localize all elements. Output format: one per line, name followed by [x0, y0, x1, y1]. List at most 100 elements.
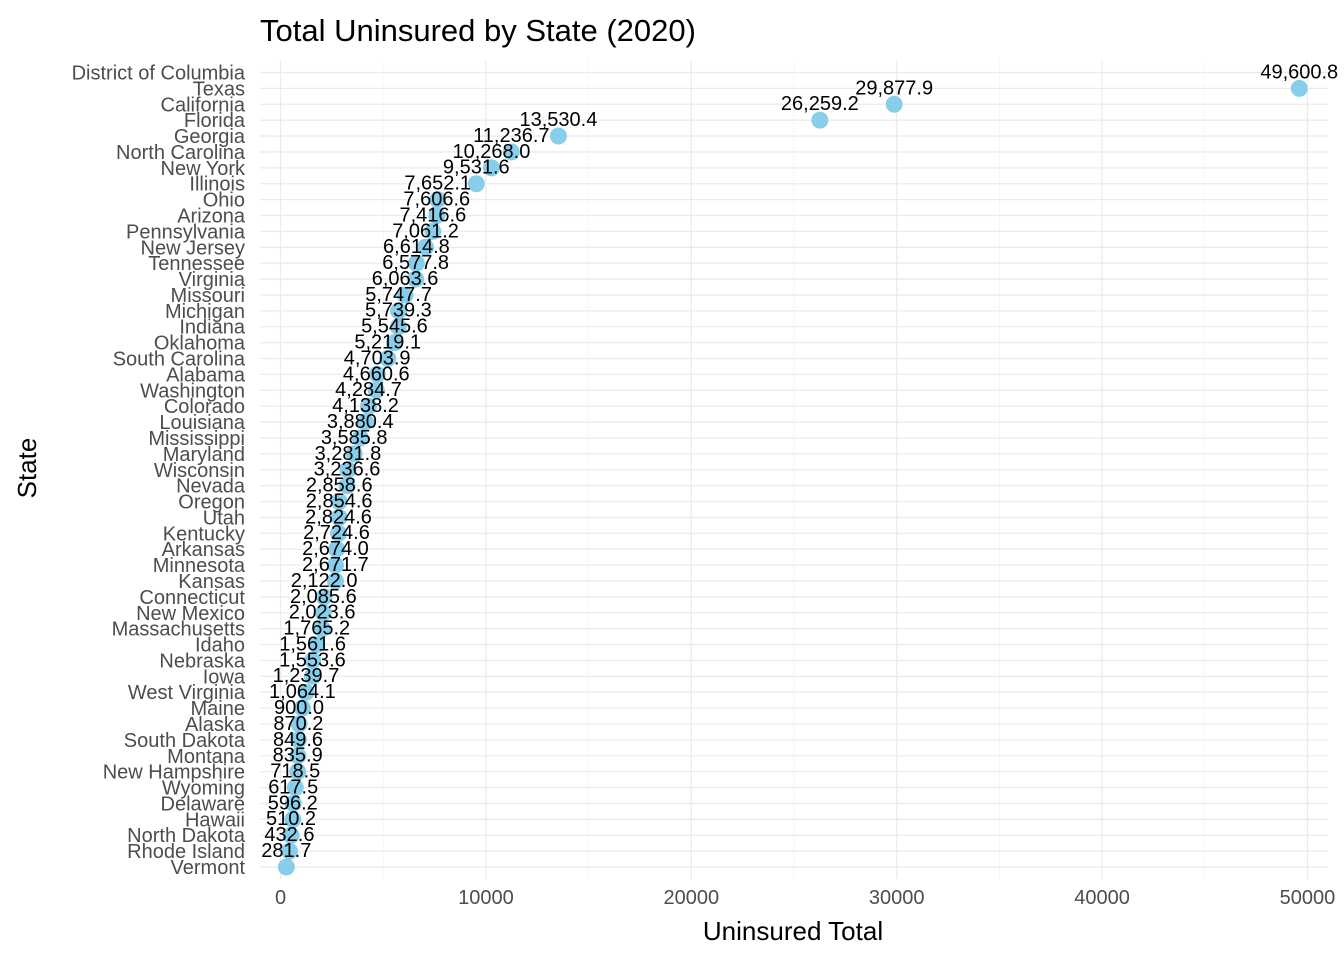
y-tick-label-wisconsin: Wisconsin: [154, 460, 245, 482]
point-michigan: [390, 302, 408, 320]
point-virginia: [407, 270, 425, 288]
y-tick-label-maine: Maine: [191, 698, 245, 720]
point-south-dakota: [289, 731, 307, 749]
point-hawaii: [284, 810, 302, 828]
y-tick-label-delaware: Delaware: [161, 793, 245, 815]
point-alabama: [368, 365, 386, 383]
point-arkansas: [327, 540, 345, 558]
point-tennessee: [407, 254, 425, 272]
y-tick-label-missouri: Missouri: [171, 285, 245, 307]
label-new-york: 10,268.0: [452, 141, 530, 163]
y-tick-label-vermont: Vermont: [171, 857, 246, 879]
label-vermont: 281.7: [261, 840, 311, 862]
y-tick-label-arizona: Arizona: [177, 206, 246, 228]
label-massachusetts: 2,023.6: [289, 602, 356, 624]
point-texas: [1290, 79, 1308, 97]
point-illinois: [467, 175, 485, 193]
y-tick-label-district-of-columbia: District of Columbia: [72, 63, 246, 85]
x-tick-labels: 0 10000 20000 30000 40000 50000: [275, 887, 1335, 909]
label-north-carolina: 11,236.7: [473, 125, 549, 147]
label-ohio: 7,652.1: [404, 173, 471, 195]
point-vermont: [277, 858, 295, 876]
y-tick-label-idaho: Idaho: [195, 635, 245, 657]
y-tick-labels: District of ColumbiaTexasCaliforniaFlori…: [72, 63, 246, 880]
y-tick-label-tennessee: Tennessee: [148, 253, 245, 275]
point-georgia: [549, 127, 567, 145]
point-louisiana: [357, 413, 375, 431]
y-tick-label-south-dakota: South Dakota: [124, 730, 246, 752]
point-colorado: [360, 397, 378, 415]
y-tick-label-arkansas: Arkansas: [162, 539, 245, 561]
point-rhode-island: [280, 842, 298, 860]
label-minnesota: 2,674.0: [302, 538, 369, 560]
y-tick-label-massachusetts: Massachusetts: [112, 619, 245, 641]
label-maine: 1,064.1: [269, 681, 336, 703]
x-axis-title: Uninsured Total: [703, 916, 883, 946]
y-tick-label-new-jersey: New Jersey: [141, 237, 245, 259]
point-massachusetts: [313, 620, 331, 638]
y-tick-label-kansas: Kansas: [178, 571, 245, 593]
point-north-dakota: [282, 826, 300, 844]
label-alabama: 4,703.9: [344, 347, 411, 369]
y-tick-label-florida: Florida: [184, 110, 246, 132]
label-colorado: 4,284.7: [335, 379, 402, 401]
y-tick-label-maryland: Maryland: [163, 444, 245, 466]
label-oregon: 2,858.6: [306, 475, 373, 497]
x-tick-label-40000: 40000: [1074, 887, 1130, 909]
x-tick-label-10000: 10000: [458, 887, 514, 909]
chart-title: Total Uninsured by State (2020): [260, 13, 696, 48]
label-indiana: 5,739.3: [365, 300, 432, 322]
y-tick-label-minnesota: Minnesota: [153, 555, 246, 577]
y-tick-label-alaska: Alaska: [185, 714, 246, 736]
y-tick-label-colorado: Colorado: [164, 396, 245, 418]
label-wyoming: 718.5: [270, 761, 320, 783]
point-california: [885, 95, 903, 113]
y-tick-label-west-virginia: West Virginia: [128, 682, 246, 704]
label-wisconsin: 3,281.8: [315, 443, 382, 465]
label-california: 29,877.9: [855, 77, 933, 99]
point-kansas: [326, 572, 344, 590]
y-tick-label-utah: Utah: [203, 507, 245, 529]
point-missouri: [396, 286, 414, 304]
point-maine: [293, 699, 311, 717]
y-tick-label-nevada: Nevada: [176, 476, 246, 498]
point-kentucky: [330, 524, 348, 542]
point-north-carolina: [502, 143, 520, 161]
label-washington: 4,660.6: [343, 363, 410, 385]
point-nebraska: [304, 651, 322, 669]
point-pennsylvania: [424, 222, 442, 240]
y-tick-label-connecticut: Connecticut: [139, 587, 245, 609]
y-tick-label-oregon: Oregon: [178, 492, 245, 514]
label-louisiana: 4,138.2: [332, 395, 399, 417]
label-kansas: 2,671.7: [302, 554, 369, 576]
x-tick-label-0: 0: [275, 887, 286, 909]
y-tick-label-north-carolina: North Carolina: [116, 142, 246, 164]
label-west-virginia: 1,239.7: [273, 665, 340, 687]
label-arizona: 7,606.6: [403, 189, 470, 211]
label-texas: 49,600.8: [1260, 61, 1338, 83]
y-tick-label-louisiana: Louisiana: [159, 412, 246, 434]
data-points: [277, 79, 1308, 876]
x-tick-label-20000: 20000: [663, 887, 719, 909]
y-tick-label-virginia: Virginia: [179, 269, 246, 291]
x-tick-label-30000: 30000: [869, 887, 925, 909]
label-idaho: 1,765.2: [283, 618, 350, 640]
y-tick-label-pennsylvania: Pennsylvania: [126, 221, 246, 243]
label-south-carolina: 5,219.1: [354, 332, 421, 354]
point-montana: [289, 747, 307, 765]
point-maryland: [345, 445, 363, 463]
y-tick-label-oklahoma: Oklahoma: [154, 333, 246, 355]
y-tick-label-rhode-island: Rhode Island: [127, 841, 245, 863]
label-hawaii: 596.2: [268, 792, 318, 814]
label-rhode-island: 432.6: [264, 824, 314, 846]
label-pennsylvania: 7,416.6: [399, 204, 466, 226]
y-tick-label-ohio: Ohio: [203, 190, 245, 212]
y-axis-title: State: [12, 438, 42, 499]
label-alaska: 900.0: [274, 697, 324, 719]
y-tick-label-nebraska: Nebraska: [159, 650, 245, 672]
label-florida: 26,259.2: [781, 93, 859, 115]
y-tick-label-michigan: Michigan: [165, 301, 245, 323]
label-michigan: 5,747.7: [365, 284, 432, 306]
point-arizona: [428, 207, 446, 225]
x-tick-label-50000: 50000: [1280, 887, 1336, 909]
